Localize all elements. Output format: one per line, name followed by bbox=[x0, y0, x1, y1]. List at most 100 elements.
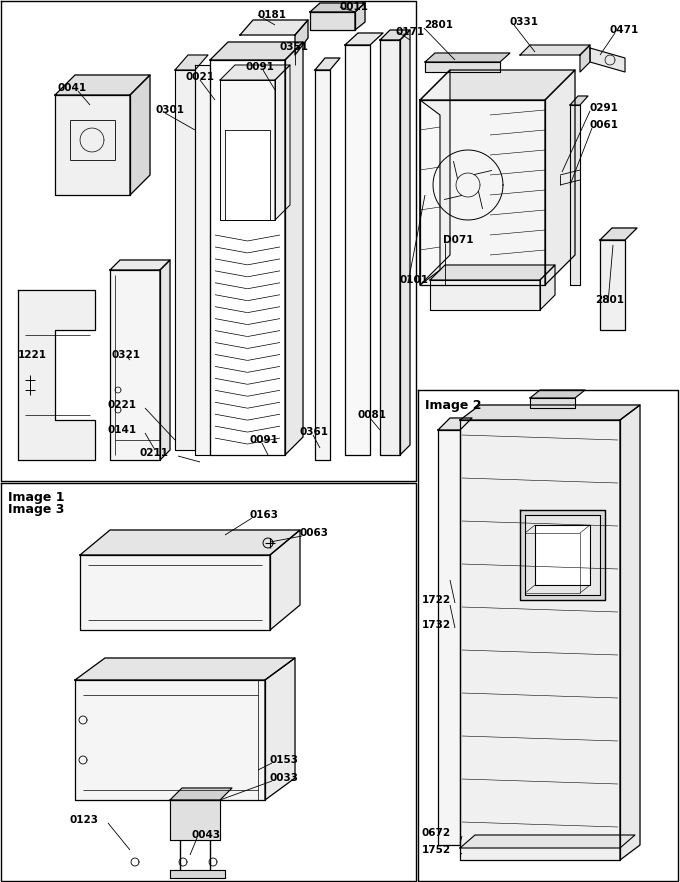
Polygon shape bbox=[570, 96, 588, 105]
Polygon shape bbox=[420, 100, 440, 285]
Polygon shape bbox=[535, 525, 590, 585]
Polygon shape bbox=[425, 62, 500, 72]
Polygon shape bbox=[110, 260, 170, 270]
Polygon shape bbox=[225, 130, 270, 220]
Polygon shape bbox=[600, 228, 637, 240]
Text: 0063: 0063 bbox=[300, 528, 329, 538]
Polygon shape bbox=[270, 530, 300, 630]
Text: Image 1: Image 1 bbox=[8, 491, 65, 505]
Text: Image 2: Image 2 bbox=[425, 400, 481, 413]
Polygon shape bbox=[400, 30, 410, 455]
Text: 0101: 0101 bbox=[400, 275, 429, 285]
Text: 0331: 0331 bbox=[510, 17, 539, 27]
Text: 0171: 0171 bbox=[395, 27, 424, 37]
Text: 0471: 0471 bbox=[610, 25, 639, 35]
Polygon shape bbox=[75, 680, 265, 800]
Text: 0221: 0221 bbox=[108, 400, 137, 410]
Polygon shape bbox=[530, 390, 585, 398]
Polygon shape bbox=[130, 75, 150, 195]
Polygon shape bbox=[195, 65, 210, 455]
Polygon shape bbox=[525, 515, 600, 595]
Polygon shape bbox=[80, 555, 270, 630]
Text: 0011: 0011 bbox=[340, 2, 369, 12]
Polygon shape bbox=[570, 105, 580, 285]
Polygon shape bbox=[590, 48, 625, 72]
Text: 0211: 0211 bbox=[140, 448, 169, 458]
Polygon shape bbox=[620, 405, 640, 860]
Text: 0351: 0351 bbox=[280, 42, 309, 52]
Polygon shape bbox=[520, 510, 605, 600]
Text: 0081: 0081 bbox=[358, 410, 387, 420]
Polygon shape bbox=[420, 70, 450, 285]
Text: 0041: 0041 bbox=[58, 83, 87, 93]
Polygon shape bbox=[345, 33, 383, 45]
Text: 0043: 0043 bbox=[192, 830, 221, 840]
Polygon shape bbox=[460, 420, 620, 860]
Polygon shape bbox=[175, 55, 208, 70]
Text: 1722: 1722 bbox=[422, 595, 451, 605]
Text: 0153: 0153 bbox=[270, 755, 299, 765]
Polygon shape bbox=[160, 260, 170, 460]
Polygon shape bbox=[545, 70, 575, 285]
Polygon shape bbox=[265, 658, 295, 800]
Text: 1221: 1221 bbox=[18, 350, 47, 360]
Polygon shape bbox=[170, 788, 232, 800]
Polygon shape bbox=[420, 100, 545, 285]
Polygon shape bbox=[430, 280, 540, 310]
Polygon shape bbox=[520, 45, 590, 55]
Polygon shape bbox=[170, 800, 220, 840]
Text: D071: D071 bbox=[443, 235, 473, 245]
Polygon shape bbox=[75, 658, 295, 680]
Text: 0672: 0672 bbox=[422, 828, 451, 838]
Polygon shape bbox=[580, 45, 590, 72]
Text: 0163: 0163 bbox=[250, 510, 279, 520]
Polygon shape bbox=[55, 75, 150, 95]
Polygon shape bbox=[295, 20, 308, 55]
Polygon shape bbox=[380, 40, 400, 455]
Polygon shape bbox=[175, 70, 195, 450]
Text: 0123: 0123 bbox=[70, 815, 99, 825]
Polygon shape bbox=[310, 12, 355, 30]
Text: 2801: 2801 bbox=[424, 20, 453, 30]
Polygon shape bbox=[55, 95, 130, 195]
Text: Image 3: Image 3 bbox=[8, 504, 65, 517]
Polygon shape bbox=[285, 42, 303, 455]
Polygon shape bbox=[380, 30, 410, 40]
Polygon shape bbox=[540, 265, 555, 310]
Polygon shape bbox=[315, 58, 340, 70]
Text: 0361: 0361 bbox=[300, 427, 329, 437]
Polygon shape bbox=[220, 65, 290, 80]
Text: 0291: 0291 bbox=[590, 103, 619, 113]
Text: 0181: 0181 bbox=[258, 10, 287, 20]
Polygon shape bbox=[600, 240, 625, 330]
Polygon shape bbox=[438, 418, 472, 430]
Text: 2801: 2801 bbox=[595, 295, 624, 305]
Polygon shape bbox=[460, 835, 635, 848]
Polygon shape bbox=[438, 430, 460, 845]
Polygon shape bbox=[310, 3, 365, 12]
Text: 0141: 0141 bbox=[108, 425, 137, 435]
Polygon shape bbox=[420, 70, 575, 100]
Polygon shape bbox=[345, 45, 370, 455]
Polygon shape bbox=[430, 265, 555, 280]
Polygon shape bbox=[425, 53, 510, 62]
Text: 0301: 0301 bbox=[155, 105, 184, 115]
Polygon shape bbox=[110, 270, 160, 460]
Polygon shape bbox=[240, 20, 308, 35]
Text: 0091: 0091 bbox=[246, 62, 275, 72]
Polygon shape bbox=[530, 398, 575, 408]
Text: 1752: 1752 bbox=[422, 845, 451, 855]
Text: 0033: 0033 bbox=[270, 773, 299, 783]
Text: 0021: 0021 bbox=[185, 72, 214, 82]
Text: 0091: 0091 bbox=[250, 435, 279, 445]
Polygon shape bbox=[18, 290, 95, 460]
Polygon shape bbox=[355, 3, 365, 30]
Polygon shape bbox=[275, 65, 290, 220]
Text: 0321: 0321 bbox=[112, 350, 141, 360]
Polygon shape bbox=[80, 530, 300, 555]
Polygon shape bbox=[170, 870, 225, 878]
Polygon shape bbox=[210, 42, 303, 60]
Text: 1732: 1732 bbox=[422, 620, 451, 630]
Polygon shape bbox=[315, 70, 330, 460]
Polygon shape bbox=[220, 80, 275, 220]
